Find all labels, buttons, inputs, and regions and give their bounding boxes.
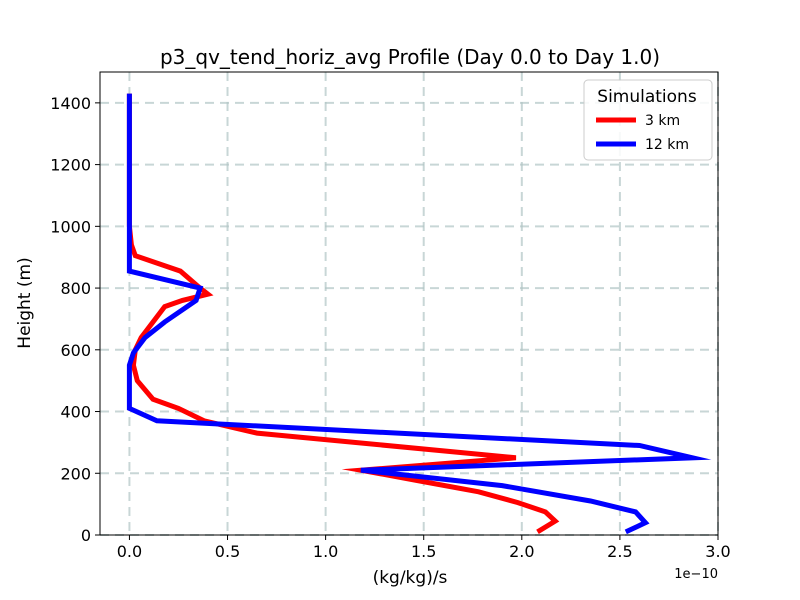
legend-label-3km: 3 km <box>645 113 680 129</box>
legend-title: Simulations <box>597 87 697 107</box>
x-axis-ticks: 0.0 0.5 1.0 1.5 2.0 2.5 3.0 <box>117 535 731 561</box>
y-tick-label: 800 <box>60 279 91 298</box>
legend: Simulations 3 km 12 km <box>583 79 713 161</box>
y-tick-label: 400 <box>60 403 91 422</box>
x-tick-label: 1.5 <box>411 542 436 561</box>
y-tick-label: 1400 <box>50 94 91 113</box>
series-line-12km <box>126 93 712 535</box>
y-tick-label: 0 <box>81 526 91 545</box>
y-tick-label: 1000 <box>50 217 91 236</box>
legend-label-12km: 12 km <box>645 137 689 153</box>
x-tick-label: 3.0 <box>705 542 730 561</box>
axes-frame <box>99 71 719 536</box>
legend-box <box>583 79 713 161</box>
y-tick-label: 600 <box>60 341 91 360</box>
x-tick-label: 2.5 <box>607 542 632 561</box>
x-tick-label: 0.0 <box>117 542 142 561</box>
y-axis-label: Height (m) <box>15 257 35 348</box>
y-tick-label: 200 <box>60 464 91 483</box>
y-tick-label: 1200 <box>50 156 91 175</box>
x-axis-label: (kg/kg)/s <box>373 568 448 588</box>
x-tick-label: 2.0 <box>509 542 534 561</box>
y-axis-ticks: 0 200 400 600 800 1000 1200 1400 <box>50 94 100 545</box>
chart-title: p3_qv_tend_horiz_avg Profile (Day 0.0 to… <box>160 45 660 69</box>
x-axis-offset-label: 1e−10 <box>674 567 718 582</box>
plot-series <box>126 93 712 535</box>
x-tick-label: 1.0 <box>313 542 338 561</box>
x-tick-label: 0.5 <box>215 542 240 561</box>
